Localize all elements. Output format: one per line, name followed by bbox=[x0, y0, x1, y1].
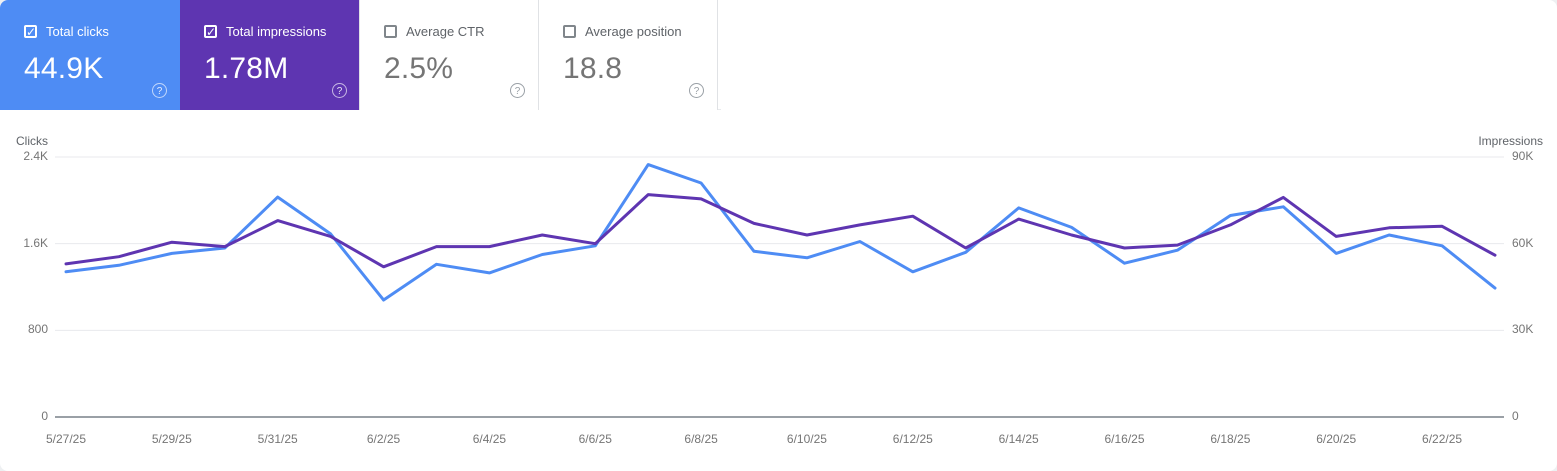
x-axis-tick: 6/12/25 bbox=[892, 432, 933, 446]
impressions-line bbox=[64, 193, 1497, 269]
clicks-line bbox=[64, 163, 1497, 302]
card-label: Average position bbox=[585, 24, 682, 39]
right-axis-tick: 90K bbox=[1512, 149, 1534, 163]
x-axis-tick: 5/29/25 bbox=[151, 432, 192, 446]
total-impressions-value: 1.78M bbox=[204, 52, 289, 85]
card-header: Average CTR bbox=[384, 24, 538, 39]
x-axis-tick: 6/22/25 bbox=[1422, 432, 1463, 446]
help-icon[interactable]: ? bbox=[510, 83, 525, 98]
x-axis-tick: 5/27/25 bbox=[45, 432, 87, 446]
metric-card-total-impressions[interactable]: Total impressions 1.78M ? bbox=[180, 0, 360, 110]
chart-canvas bbox=[55, 156, 1504, 418]
metric-cards-row: Total clicks 44.9K ? Total impressions 1… bbox=[0, 0, 721, 110]
average-ctr-value: 2.5% bbox=[384, 52, 454, 85]
performance-chart[interactable]: Clicks Impressions 2.4K 90K 1.6K 60K 800 30K 0 0 5… bbox=[0, 111, 1557, 471]
left-axis-tick: 0 bbox=[41, 409, 48, 423]
x-axis-tick: 6/10/25 bbox=[786, 432, 827, 446]
x-axis-tick: 6/18/25 bbox=[1210, 432, 1251, 446]
x-axis-tick: 6/4/25 bbox=[472, 432, 507, 446]
right-axis-tick: 0 bbox=[1512, 409, 1519, 423]
average-position-value: 18.8 bbox=[563, 52, 623, 85]
average-position-checkbox-icon[interactable] bbox=[563, 25, 576, 38]
x-axis-tick: 6/2/25 bbox=[366, 432, 401, 446]
card-header: Total clicks bbox=[24, 24, 180, 39]
right-axis-title: Impressions bbox=[1478, 134, 1543, 148]
left-axis-tick: 2.4K bbox=[23, 149, 48, 163]
help-icon[interactable]: ? bbox=[689, 83, 704, 98]
left-axis-tick: 800 bbox=[27, 322, 48, 337]
help-icon[interactable]: ? bbox=[152, 83, 167, 98]
card-header: Total impressions bbox=[204, 24, 360, 39]
x-axis-tick: 6/16/25 bbox=[1104, 432, 1145, 446]
x-axis-tick: 5/31/25 bbox=[257, 432, 298, 446]
left-axis-tick: 1.6K bbox=[23, 235, 48, 250]
x-axis-tick: 6/6/25 bbox=[578, 432, 612, 446]
average-ctr-checkbox-icon[interactable] bbox=[384, 25, 397, 38]
help-icon[interactable]: ? bbox=[332, 83, 347, 98]
x-axis-tick: 6/20/25 bbox=[1316, 432, 1357, 446]
card-label: Total impressions bbox=[226, 24, 327, 39]
metric-card-average-ctr[interactable]: Average CTR 2.5% ? bbox=[359, 0, 539, 110]
total-clicks-value: 44.9K bbox=[24, 52, 104, 85]
metric-card-total-clicks[interactable]: Total clicks 44.9K ? bbox=[0, 0, 180, 110]
left-axis-title: Clicks bbox=[16, 134, 48, 148]
card-label: Total clicks bbox=[46, 24, 109, 39]
x-axis-tick: 6/8/25 bbox=[684, 432, 718, 446]
right-axis-tick: 60K bbox=[1512, 235, 1534, 250]
card-label: Average CTR bbox=[406, 24, 485, 39]
total-impressions-checkbox-icon[interactable] bbox=[204, 25, 217, 39]
card-header: Average position bbox=[563, 24, 717, 39]
total-clicks-checkbox-icon[interactable] bbox=[24, 25, 37, 39]
metric-card-average-position[interactable]: Average position 18.8 ? bbox=[538, 0, 718, 110]
x-axis-tick: 6/14/25 bbox=[998, 432, 1039, 446]
right-axis-tick: 30K bbox=[1512, 322, 1534, 337]
